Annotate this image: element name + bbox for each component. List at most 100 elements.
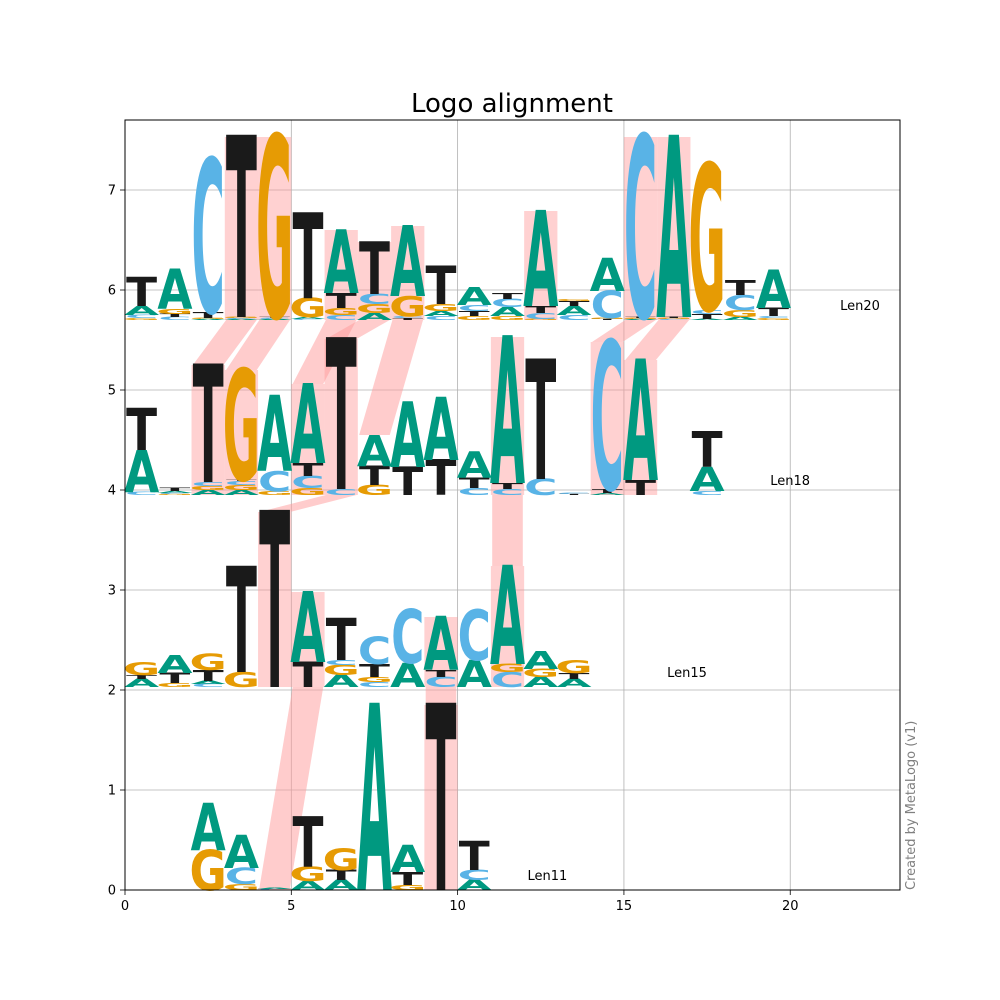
x-tick-label: 20: [782, 899, 799, 914]
glyph-G: G: [190, 650, 227, 676]
glyph-A: A: [490, 295, 525, 531]
glyph-C: C: [358, 291, 391, 307]
glyph-T: T: [159, 487, 190, 492]
glyph-C: C: [291, 319, 324, 321]
glyph-T: T: [292, 190, 323, 327]
glyph-G: G: [489, 315, 526, 322]
glyph-A: A: [157, 490, 192, 493]
glyph-A: A: [290, 361, 325, 489]
glyph-C: C: [391, 315, 424, 318]
glyph-A: A: [224, 826, 260, 879]
glyph-C: C: [591, 300, 624, 537]
glyph-A: A: [590, 249, 626, 302]
glyph-G: G: [123, 317, 160, 320]
glyph-A: A: [490, 304, 525, 319]
glyph-A: A: [124, 440, 160, 507]
x-tick-label: 15: [616, 899, 633, 914]
glyph-A: A: [324, 672, 360, 692]
glyph-C: C: [258, 465, 291, 497]
column-highlight: [424, 705, 458, 890]
glyph-T: T: [292, 460, 324, 481]
glyph-A: A: [457, 282, 493, 311]
glyph-G: G: [589, 318, 626, 320]
glyph-T: T: [193, 667, 224, 685]
glyph-A: A: [390, 206, 425, 319]
glyph-C: C: [524, 311, 557, 321]
glyph-G: G: [123, 659, 160, 680]
alignment-link: [226, 320, 290, 370]
x-tick-label: 10: [449, 899, 466, 914]
glyph-C: C: [424, 315, 457, 322]
glyph-G: G: [323, 306, 360, 317]
glyph-G: G: [456, 315, 493, 322]
glyph-A: A: [590, 492, 625, 495]
alignment-link: [359, 320, 424, 435]
glyph-C: C: [524, 475, 557, 501]
glyph-G: G: [256, 86, 293, 377]
glyph-T: T: [592, 488, 623, 495]
glyph-C: C: [325, 659, 358, 667]
glyph-A: A: [191, 791, 227, 866]
glyph-C: C: [158, 316, 191, 321]
glyph-A: A: [490, 538, 525, 696]
plot-frame: [124, 119, 901, 891]
glyph-T: T: [326, 867, 357, 883]
column-highlight: [490, 566, 525, 687]
y-tick-label: 4: [108, 484, 116, 499]
glyph-T: T: [758, 306, 790, 319]
glyph-A: A: [656, 86, 691, 377]
row-label-len15: Len15: [667, 666, 707, 681]
glyph-T: T: [326, 289, 357, 313]
glyph-A: A: [257, 319, 292, 321]
alignment-link: [325, 320, 390, 339]
glyph-A: A: [623, 319, 658, 321]
glyph-C: C: [657, 319, 690, 321]
column-highlight: [224, 370, 259, 495]
glyph-A: A: [523, 184, 558, 338]
glyph-A: A: [124, 677, 160, 690]
glyph-C: C: [125, 491, 158, 496]
glyph-A: A: [357, 652, 392, 951]
glyph-C: C: [591, 283, 624, 327]
glyph-G: G: [190, 485, 227, 492]
glyph-C: C: [325, 314, 358, 322]
y-tick-label: 5: [108, 384, 116, 399]
glyph-A: A: [324, 877, 359, 893]
glyph-T: T: [592, 319, 623, 321]
glyph-G: G: [356, 301, 393, 316]
glyph-C: C: [225, 480, 258, 487]
glyph-A: A: [224, 489, 259, 497]
glyph-A: A: [423, 310, 458, 318]
glyph-C: C: [491, 668, 524, 692]
glyph-G: G: [190, 839, 227, 904]
glyph-A: A: [324, 213, 359, 315]
glyph-T: T: [392, 317, 423, 320]
glyph-G: G: [555, 298, 592, 301]
glyph-T: T: [625, 317, 656, 319]
alignment-link: [425, 687, 457, 705]
glyph-C: C: [458, 486, 491, 497]
glyph-T: T: [392, 459, 423, 504]
glyph-G: G: [223, 882, 260, 892]
glyph-T: T: [259, 317, 290, 319]
glyph-T: T: [126, 674, 157, 681]
glyph-G: G: [256, 490, 293, 497]
glyph-G: G: [555, 657, 592, 678]
glyph-T: T: [292, 803, 323, 884]
glyph-G: G: [389, 884, 426, 892]
row-labels: Len20 Len18 Len15 Len11: [527, 299, 879, 884]
column-highlight: [258, 512, 292, 687]
glyph-T: T: [426, 451, 457, 508]
column-highlight: [623, 137, 658, 320]
glyph-A: A: [157, 650, 193, 679]
glyph-G: G: [688, 125, 725, 358]
glyph-G: G: [356, 482, 393, 498]
glyph-T: T: [625, 476, 656, 500]
column-highlight: [424, 617, 458, 687]
glyph-C: C: [690, 490, 723, 497]
glyph-G: G: [522, 667, 559, 680]
glyph-C: C: [557, 314, 590, 322]
glyph-T: T: [492, 481, 524, 491]
glyph-G: G: [223, 338, 260, 517]
